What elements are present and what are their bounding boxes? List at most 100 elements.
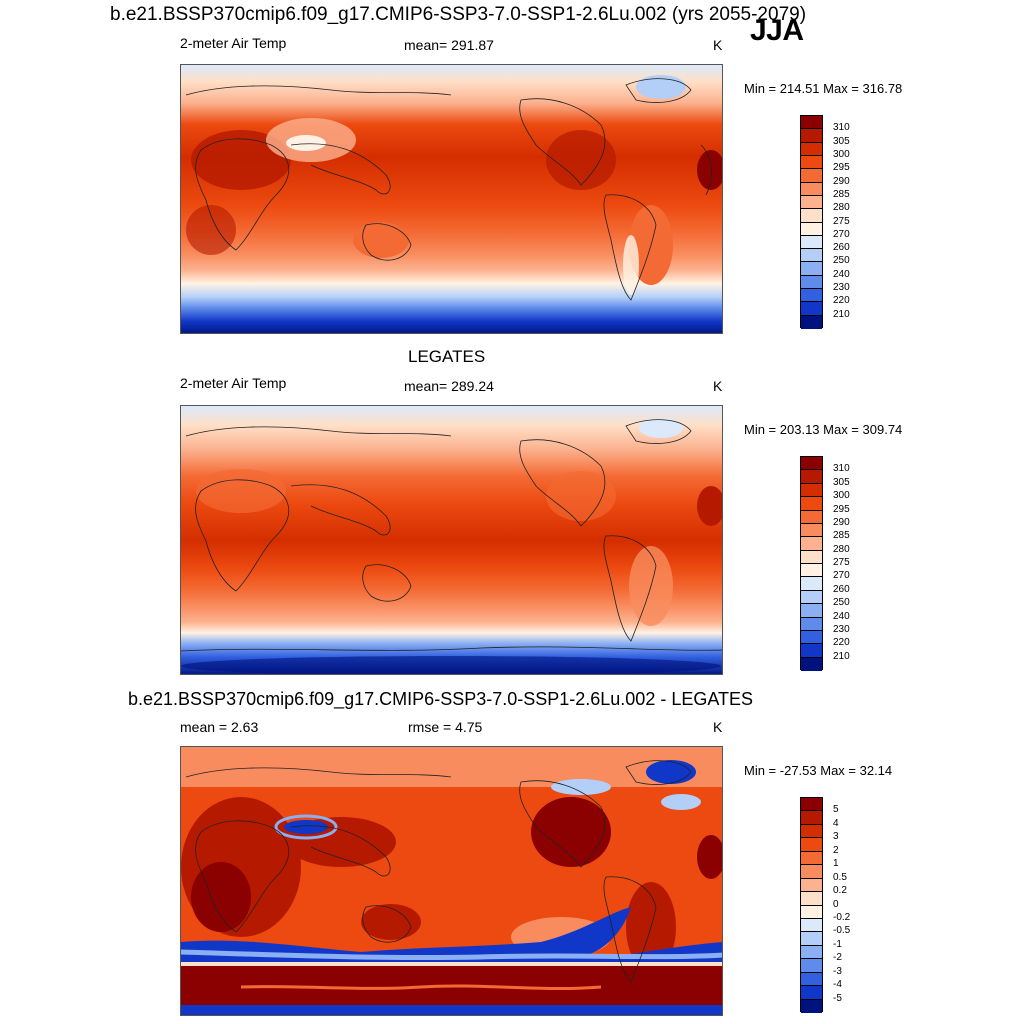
colorbar-level-label: 260 <box>833 583 850 595</box>
panel-title: b.e21.BSSP370cmip6.f09_g17.CMIP6-SSP3-7.… <box>128 689 754 709</box>
colorbar-swatch <box>801 275 822 290</box>
colorbar-level-label: -4 <box>833 979 842 991</box>
colorbar-level-label: -0.2 <box>833 911 851 923</box>
colorbar-swatch <box>801 289 822 303</box>
colorbar-level-label: 240 <box>833 610 850 622</box>
colorbar-level-label: 230 <box>833 282 850 294</box>
colorbar-level-label: 285 <box>833 188 850 200</box>
colorbar-swatch <box>801 892 822 906</box>
colorbar-level-label: 275 <box>833 557 850 568</box>
panel-units-label: K <box>713 378 723 394</box>
colorbar-difference <box>800 797 823 1013</box>
colorbar-level-label: -1 <box>833 938 842 950</box>
colorbar-swatch <box>801 262 822 276</box>
colorbar-swatch <box>801 169 822 183</box>
colorbar-level-label: 210 <box>833 308 850 320</box>
colorbar-swatch <box>801 550 822 564</box>
colorbar-swatch <box>801 905 822 919</box>
panel-rmse-label: rmse = 4.75 <box>408 719 483 735</box>
colorbar-level-label: 300 <box>833 148 850 160</box>
colorbar-swatch <box>801 209 822 223</box>
colorbar-level-label: 250 <box>833 597 850 609</box>
colorbar-level-label: 275 <box>833 215 850 227</box>
colorbar-swatch <box>801 657 822 671</box>
colorbar-level-label: -2 <box>833 952 842 964</box>
colorbar-level-label: 305 <box>833 476 850 488</box>
panel-variable-label: 2-meter Air Temp <box>180 35 287 51</box>
colorbar-swatch <box>801 457 822 471</box>
colorbar-level-label: 240 <box>833 268 850 280</box>
colorbar-swatch <box>801 195 822 210</box>
colorbar-swatch <box>801 249 822 263</box>
colorbar-level-label: -0.5 <box>833 925 851 937</box>
colorbar-swatch <box>801 617 822 631</box>
colorbar-level-label: 295 <box>833 503 850 515</box>
colorbar-swatch <box>801 116 822 130</box>
colorbar-swatch <box>801 851 822 866</box>
panel-variable-label: 2-meter Air Temp <box>180 375 287 391</box>
colorbar-swatch <box>801 470 822 484</box>
colorbar-swatch <box>801 811 822 825</box>
colorbar-swatch <box>801 129 822 143</box>
colorbar-level-label: 220 <box>833 637 850 649</box>
colorbar-swatch <box>801 999 822 1013</box>
colorbar-level-label: 220 <box>833 295 850 307</box>
colorbar-swatch <box>801 577 822 591</box>
colorbar-swatch <box>801 590 822 605</box>
panel-minmax-label: Min = 214.51 Max = 316.78 <box>744 81 903 96</box>
colorbar-swatch <box>801 945 822 960</box>
colorbar-level-label: 310 <box>833 122 850 134</box>
colorbar-swatch <box>801 878 822 893</box>
colorbar-swatch <box>801 630 822 645</box>
colorbar-swatch <box>801 142 822 156</box>
colorbar-swatch <box>801 918 822 933</box>
colorbar-swatch <box>801 972 822 987</box>
colorbar-level-label: 310 <box>833 463 850 475</box>
main-title: b.e21.BSSP370cmip6.f09_g17.CMIP6-SSP3-7.… <box>110 4 807 25</box>
colorbar-level-label: 300 <box>833 490 850 502</box>
panel-mean-label: mean= 291.87 <box>404 37 494 53</box>
colorbar-swatch <box>801 537 822 551</box>
colorbar-level-label: 4 <box>833 817 839 829</box>
colorbar-swatch <box>801 483 822 498</box>
colorbar-swatch <box>801 838 822 852</box>
colorbar-swatch <box>801 302 822 316</box>
panel-mean-label: mean = 2.63 <box>180 719 259 735</box>
colorbar-swatch <box>801 155 822 170</box>
colorbar-level-label: 270 <box>833 228 850 240</box>
colorbar-level-label: 260 <box>833 242 850 254</box>
colorbar-level-label: 285 <box>833 530 850 542</box>
colorbar-level-label: 230 <box>833 623 850 635</box>
colorbar-obs <box>800 456 823 671</box>
colorbar-swatch <box>801 235 822 250</box>
colorbar-level-label: 250 <box>833 255 850 267</box>
colorbar-level-label: 290 <box>833 516 850 528</box>
colorbar-level-label: 0 <box>833 898 839 910</box>
colorbar-swatch <box>801 222 822 236</box>
map-obs-temperature <box>180 405 723 675</box>
colorbar-model <box>800 115 823 329</box>
map-model-temperature <box>180 64 723 334</box>
colorbar-swatch <box>801 959 822 973</box>
colorbar-swatch <box>801 182 822 196</box>
colorbar-level-label: 305 <box>833 135 850 147</box>
panel-minmax-label: Min = -27.53 Max = 32.14 <box>744 763 893 778</box>
colorbar-level-label: 3 <box>833 831 839 843</box>
colorbar-level-label: 2 <box>833 844 839 856</box>
colorbar-swatch <box>801 798 822 812</box>
panel-minmax-label: Min = 203.13 Max = 309.74 <box>744 422 903 437</box>
panel-mean-label: mean= 289.24 <box>404 378 494 394</box>
colorbar-swatch <box>801 932 822 946</box>
colorbar-level-label: 280 <box>833 543 850 555</box>
panel-units-label: K <box>713 37 723 53</box>
colorbar-swatch <box>801 523 822 538</box>
colorbar-swatch <box>801 497 822 511</box>
colorbar-level-label: 0.5 <box>833 871 847 883</box>
colorbar-level-label: 5 <box>833 804 839 816</box>
panel-units-label: K <box>713 719 723 735</box>
panel-title: LEGATES <box>408 347 486 366</box>
colorbar-swatch <box>801 824 822 839</box>
colorbar-swatch <box>801 315 822 329</box>
colorbar-level-label: 1 <box>833 858 839 870</box>
colorbar-level-label: -3 <box>833 965 842 977</box>
